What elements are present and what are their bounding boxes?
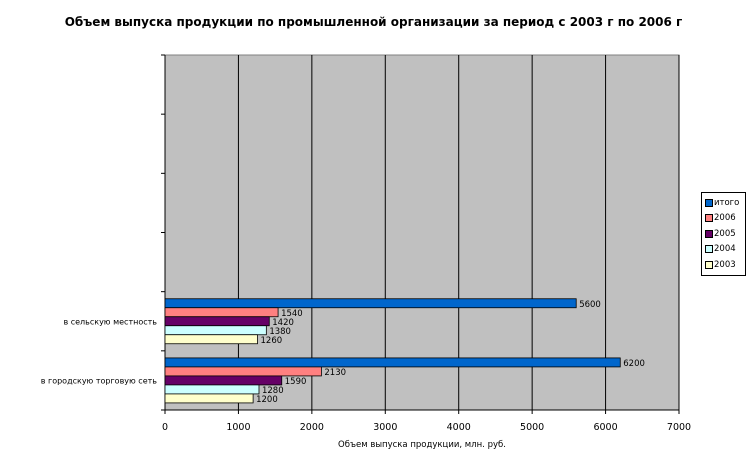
legend-swatch — [705, 229, 713, 238]
x-tick-label: 2000 — [300, 422, 324, 433]
legend-label: 2005 — [714, 228, 736, 239]
data-label: 1200 — [256, 395, 278, 405]
x-axis-title: Объем выпуска продукции, млн. руб. — [338, 440, 506, 450]
bar-2004 — [164, 384, 260, 395]
bar-2006 — [164, 307, 279, 318]
legend-item: итого — [705, 195, 745, 211]
legend-item: 2006 — [705, 211, 745, 227]
chart-title: Объем выпуска продукции по промышленной … — [64, 15, 683, 29]
data-label: 6200 — [623, 359, 645, 369]
legend: итого 2006 2005 2004 2003 — [701, 192, 746, 276]
legend-swatch — [705, 214, 713, 223]
data-label: 1280 — [262, 386, 284, 396]
x-tick-label: 1000 — [226, 422, 250, 433]
bar-2004 — [164, 325, 267, 336]
legend-swatch — [705, 260, 713, 269]
x-tick-label: 3000 — [373, 422, 397, 433]
x-tick-label: 5000 — [520, 422, 544, 433]
category-label: в сельскую местность — [63, 317, 157, 326]
x-tick-label: 4000 — [447, 422, 471, 433]
bar-2003 — [164, 393, 254, 404]
data-label: 1380 — [269, 327, 291, 337]
legend-item: 2005 — [705, 226, 745, 242]
legend-item: 2003 — [705, 257, 745, 273]
bar-итого — [164, 357, 621, 368]
plot-area — [164, 54, 680, 411]
x-tick-label: 0 — [162, 422, 168, 433]
legend-label: итого — [714, 197, 740, 208]
legend-swatch — [705, 198, 713, 207]
data-label: 5600 — [579, 300, 601, 310]
bar-2003 — [164, 334, 258, 345]
bar-2006 — [164, 366, 322, 377]
legend-swatch — [705, 245, 713, 254]
data-label: 1540 — [281, 309, 303, 319]
bar-итого — [164, 298, 577, 309]
x-tick-label: 7000 — [667, 422, 691, 433]
legend-label: 2006 — [714, 213, 736, 224]
legend-label: 2003 — [714, 259, 736, 270]
bar-2005 — [164, 316, 270, 327]
legend-label: 2004 — [714, 244, 736, 255]
x-tick-label: 6000 — [593, 422, 617, 433]
data-label: 1420 — [272, 318, 294, 328]
data-label: 2130 — [324, 368, 346, 378]
data-label: 1590 — [285, 377, 307, 387]
bar-2005 — [164, 375, 283, 386]
legend-item: 2004 — [705, 242, 745, 258]
data-label: 1260 — [261, 336, 283, 346]
category-label: в городскую торговую сеть — [41, 376, 158, 385]
